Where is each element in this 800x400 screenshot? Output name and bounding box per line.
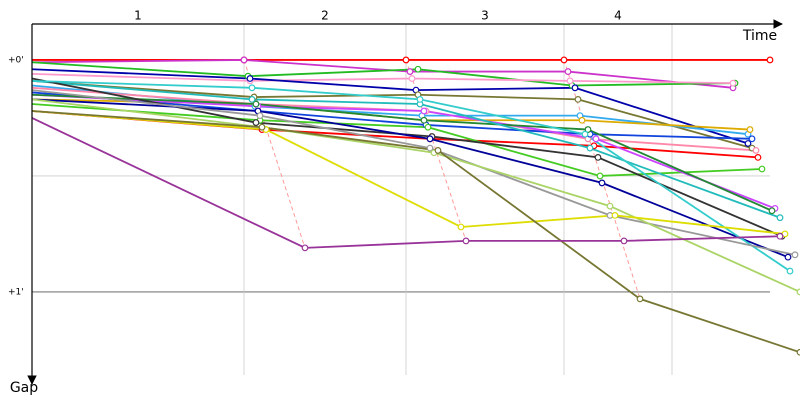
x-axis-label: Time bbox=[742, 28, 777, 44]
lap-point bbox=[420, 116, 428, 124]
lap-point bbox=[586, 144, 594, 152]
lap-point bbox=[420, 107, 428, 115]
lap-point bbox=[301, 244, 309, 252]
lap-point bbox=[594, 153, 602, 161]
lap-point bbox=[766, 56, 774, 64]
lap-point bbox=[754, 153, 762, 161]
lap-point bbox=[564, 68, 572, 75]
lap-point bbox=[748, 135, 756, 143]
lap-line bbox=[243, 59, 306, 249]
lap-point bbox=[256, 112, 264, 120]
series bbox=[31, 56, 800, 356]
lap-point bbox=[416, 95, 424, 103]
series-line bbox=[31, 72, 734, 85]
y-axis-label: Gap bbox=[10, 380, 38, 396]
lap-point bbox=[402, 56, 410, 64]
lap-point bbox=[796, 288, 800, 296]
lap-point bbox=[758, 165, 766, 173]
lap-point bbox=[786, 267, 794, 275]
lap-point bbox=[596, 172, 604, 180]
lap-point bbox=[434, 147, 442, 154]
lap-point bbox=[252, 119, 260, 126]
lap-point bbox=[796, 348, 800, 356]
lap-point bbox=[252, 100, 260, 108]
lap-point bbox=[248, 84, 256, 92]
lap-label: 1 bbox=[134, 9, 142, 23]
lap-point bbox=[424, 123, 432, 131]
lap-point bbox=[578, 116, 586, 124]
lap-point bbox=[611, 211, 619, 219]
lap-point bbox=[584, 126, 592, 133]
lap-point bbox=[246, 75, 254, 82]
y-tick-label: +1' bbox=[8, 287, 24, 297]
lap-point bbox=[598, 179, 606, 187]
lap-point bbox=[620, 237, 628, 245]
lap-point bbox=[768, 207, 776, 215]
lap-point bbox=[258, 123, 266, 131]
lap-label: 3 bbox=[481, 9, 489, 23]
lap-point bbox=[426, 135, 434, 143]
lap-point bbox=[566, 77, 574, 85]
lap-label: 2 bbox=[321, 9, 329, 23]
labels: +0' +1' 1 2 3 4 bbox=[8, 9, 622, 298]
lap-point bbox=[784, 253, 792, 261]
lap-point bbox=[729, 79, 737, 87]
lap-point bbox=[408, 75, 416, 82]
lap-point bbox=[592, 135, 600, 143]
lap-point bbox=[744, 140, 752, 147]
lap-point bbox=[776, 232, 784, 240]
lap-point bbox=[560, 56, 568, 64]
lap-point bbox=[462, 237, 470, 245]
lap-point bbox=[752, 147, 760, 154]
lap-point bbox=[571, 84, 579, 92]
lap-point bbox=[574, 95, 582, 103]
lap-point bbox=[240, 56, 248, 64]
lap-point bbox=[457, 223, 465, 231]
lap-point bbox=[636, 295, 644, 303]
lap-point bbox=[406, 68, 414, 75]
lap-point bbox=[606, 202, 614, 210]
lap-point bbox=[426, 144, 434, 152]
lap-point bbox=[791, 251, 799, 259]
lap-point bbox=[776, 214, 784, 222]
lap-label: 4 bbox=[614, 9, 622, 23]
y-tick-label: +0' bbox=[8, 55, 24, 65]
series-line bbox=[31, 98, 800, 293]
lap-point bbox=[581, 130, 589, 138]
lap-point bbox=[248, 95, 256, 103]
lap-point bbox=[414, 65, 422, 73]
lap-point bbox=[746, 126, 754, 133]
